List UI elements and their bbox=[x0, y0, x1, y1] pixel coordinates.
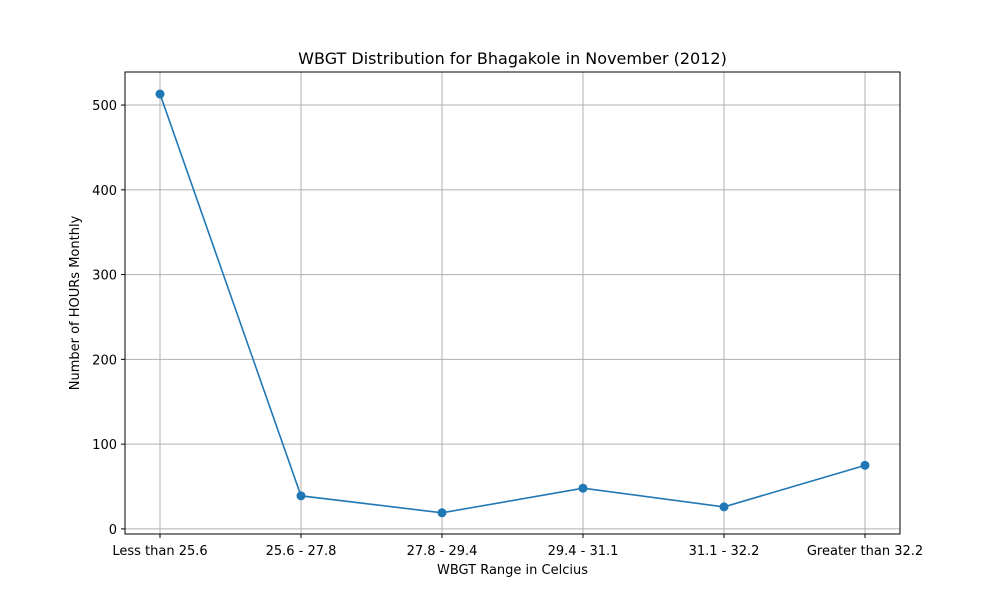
x-tick-label: 27.8 - 29.4 bbox=[407, 544, 478, 559]
x-tick-label: 25.6 - 27.8 bbox=[266, 544, 337, 559]
x-tick-label: 31.1 - 32.2 bbox=[689, 544, 760, 559]
plot-frame bbox=[124, 71, 901, 535]
data-point-marker bbox=[155, 89, 165, 99]
x-axis-label: WBGT Range in Celcius bbox=[437, 563, 588, 578]
y-tick-label: 500 bbox=[92, 99, 117, 114]
series-layer bbox=[155, 89, 870, 518]
y-tick-label: 100 bbox=[92, 438, 117, 453]
data-point-marker bbox=[296, 491, 306, 501]
x-tick-label: Less than 25.6 bbox=[112, 544, 207, 559]
data-point-marker bbox=[719, 502, 729, 512]
data-point-marker bbox=[860, 460, 870, 470]
chart-title: WBGT Distribution for Bhagakole in Novem… bbox=[298, 49, 727, 68]
data-point-marker bbox=[437, 508, 447, 518]
y-tick-label: 400 bbox=[92, 184, 117, 199]
axis-ticks: Less than 25.6 25.6 - 27.8 27.8 - 29.4 29.4… bbox=[92, 99, 923, 559]
x-tick-label: 29.4 - 31.1 bbox=[548, 544, 619, 559]
grid-lines bbox=[125, 72, 900, 534]
series-line bbox=[159, 93, 866, 514]
y-axis-label: Number of HOURs Monthly bbox=[68, 215, 83, 390]
x-tick-label: Greater than 32.2 bbox=[807, 544, 923, 559]
y-tick-label: 300 bbox=[92, 269, 117, 284]
y-tick-label: 200 bbox=[92, 353, 117, 368]
y-tick-label: 0 bbox=[109, 523, 117, 538]
data-point-marker bbox=[578, 483, 588, 493]
